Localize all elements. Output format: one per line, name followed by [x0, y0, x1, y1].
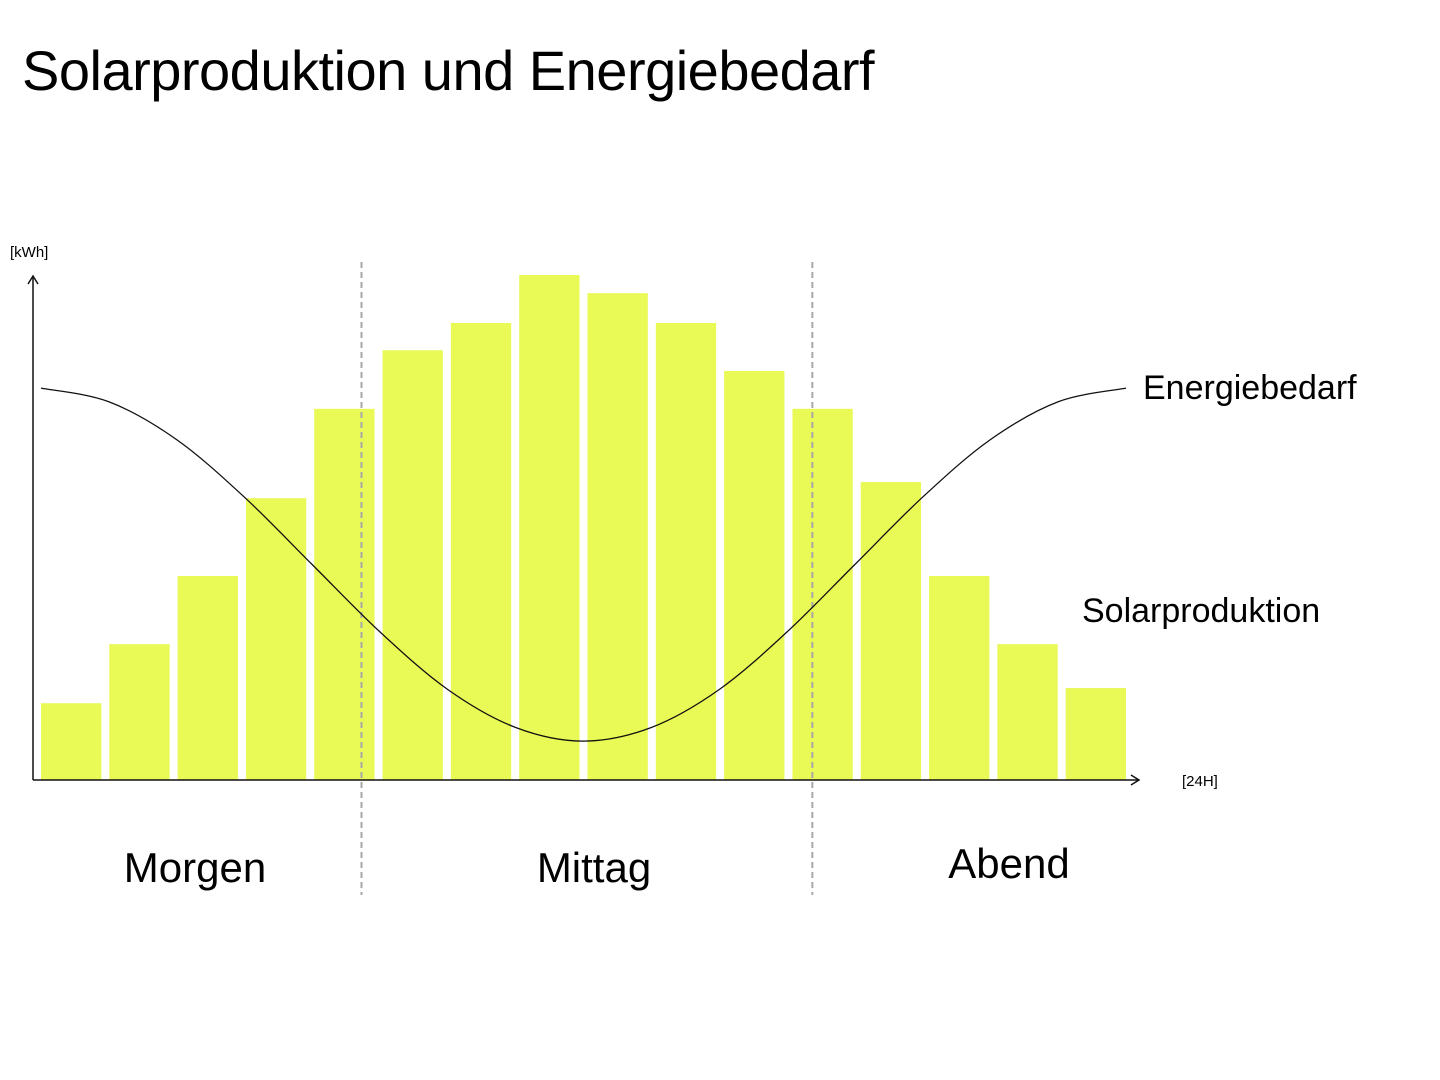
- axes: [27, 274, 1141, 786]
- period-label-evening: Abend: [948, 840, 1069, 887]
- x-axis-label: [24H]: [1182, 773, 1218, 790]
- solar-bar: [109, 644, 170, 780]
- solar-bar: [724, 370, 785, 780]
- solar-bar: [450, 322, 512, 780]
- solar-bar: [314, 408, 375, 780]
- solar-bars: [41, 275, 1126, 780]
- period-dividers: [360, 262, 814, 895]
- solar-bar: [587, 293, 648, 780]
- solar-bar: [929, 575, 990, 780]
- y-axis-label: [kWh]: [10, 244, 48, 261]
- chart-title: Solarproduktion und Energiebedarf: [22, 39, 875, 102]
- solar-bar: [177, 575, 238, 780]
- x-axis-arrow: [1130, 774, 1141, 786]
- solar-bar: [792, 408, 853, 780]
- solar-bar: [655, 322, 717, 780]
- solar-bar: [382, 350, 443, 780]
- solar-bar: [860, 482, 922, 780]
- solar-bar: [997, 644, 1058, 780]
- period-label-noon: Mittag: [537, 844, 651, 891]
- legend-energy-demand: Energiebedarf: [1143, 369, 1357, 407]
- legend-solar-production: Solarproduktion: [1082, 592, 1320, 630]
- energy-demand-curve: [40, 387, 1127, 742]
- solar-bar: [245, 498, 307, 780]
- period-label-morning: Morgen: [124, 844, 266, 891]
- solar-bar: [1065, 688, 1126, 780]
- solar-bar: [519, 275, 580, 780]
- y-axis-arrow: [27, 274, 39, 285]
- solar-bar: [41, 703, 102, 780]
